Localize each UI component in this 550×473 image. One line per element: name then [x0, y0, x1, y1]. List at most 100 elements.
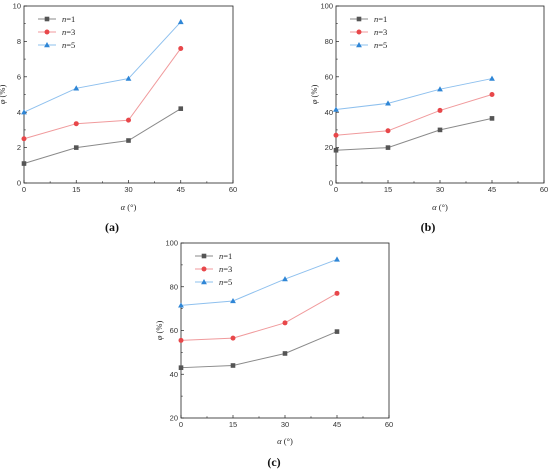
data-point-n3: [333, 132, 339, 138]
x-axis-label: α (°): [121, 202, 137, 212]
y-tick-label: 0: [329, 179, 333, 188]
y-tick-label: 40: [170, 370, 178, 379]
x-tick-label: 15: [384, 185, 392, 194]
data-point-n3: [282, 320, 288, 326]
data-point-n5: [125, 75, 132, 81]
legend-marker-n5: [356, 42, 362, 48]
x-axis-label: α (°): [432, 202, 448, 212]
series-line-n1: [335, 117, 493, 151]
series-line-n5: [180, 258, 338, 306]
legend-label-n3: n=3: [374, 27, 387, 37]
series-line-n3: [335, 94, 493, 136]
chart-2: 0 15 30 45 60 0 20 40 60 80 100 α (°) φ (%) n=1 n=3 n=5…: [309, 2, 548, 234]
legend-marker-n3: [356, 29, 362, 35]
legend-marker-n3: [201, 266, 207, 272]
y-axis-label: φ (%): [154, 321, 164, 341]
legend-label-n1: n=1: [374, 14, 387, 24]
x-tick-label: 0: [22, 185, 26, 194]
data-point-n1: [178, 106, 184, 111]
x-tick-label: 45: [177, 185, 185, 194]
legend-marker-n3: [44, 29, 50, 35]
plot-frame: [335, 5, 545, 184]
series-line-n3: [23, 48, 182, 140]
data-point-n1: [333, 147, 339, 153]
data-point-n1: [385, 145, 391, 150]
legend-marker-n5: [44, 42, 50, 48]
data-point-n3: [73, 121, 79, 127]
y-tick-label: 100: [165, 239, 178, 248]
y-tick-label: 4: [17, 108, 21, 117]
data-point-n3: [21, 136, 27, 142]
data-point-n1: [334, 329, 340, 334]
x-tick-label: 30: [281, 420, 289, 429]
legend-marker-n1: [44, 16, 50, 22]
y-tick-label: 60: [170, 326, 178, 335]
series-line-n1: [23, 108, 182, 165]
chart-1: 0 15 30 45 60 0 2 4 6 8 10 α (°) φ (%) n=1 n=3 n=5 (a): [0, 2, 237, 234]
x-tick-label: 30: [436, 185, 444, 194]
y-tick-label: 20: [325, 143, 333, 152]
data-point-n1: [437, 127, 443, 133]
x-tick-label: 15: [229, 420, 237, 429]
legend-label-n1: n=1: [219, 251, 232, 261]
panel-label: (b): [421, 220, 436, 234]
legend-label-n3: n=3: [219, 264, 232, 274]
y-tick-label: 10: [13, 2, 21, 11]
data-point-n5: [437, 86, 443, 92]
legend-label-n5: n=5: [62, 40, 75, 50]
y-tick-label: 40: [325, 108, 333, 117]
data-point-n1: [73, 145, 79, 150]
data-point-n1: [178, 365, 184, 370]
data-point-n3: [178, 337, 184, 343]
data-point-n5: [489, 75, 495, 81]
series-line-n1: [180, 331, 338, 369]
data-point-n5: [333, 106, 339, 112]
y-tick-label: 60: [325, 72, 333, 81]
legend-label-n5: n=5: [374, 40, 387, 50]
data-point-n1: [282, 351, 288, 356]
legend-label-n1: n=1: [62, 14, 75, 24]
y-tick-label: 100: [320, 2, 333, 11]
x-tick-label: 45: [333, 420, 341, 429]
data-point-n3: [385, 128, 391, 134]
y-tick-label: 6: [17, 72, 21, 81]
legend-marker-n5: [201, 279, 207, 285]
x-tick-label: 0: [334, 185, 338, 194]
y-tick-label: 2: [17, 143, 21, 152]
data-point-n1: [230, 363, 236, 368]
x-tick-label: 30: [124, 185, 132, 194]
y-tick-label: 8: [17, 37, 21, 46]
data-point-n3: [334, 290, 340, 296]
y-tick-label: 80: [325, 37, 333, 46]
data-point-n5: [230, 297, 236, 304]
data-point-n5: [21, 109, 27, 115]
series-line-n3: [180, 292, 338, 341]
y-tick-label: 80: [170, 282, 178, 291]
x-axis-label: α (°): [277, 436, 293, 446]
data-point-n5: [385, 100, 391, 106]
y-tick-label: 20: [170, 414, 178, 423]
panel-label: (a): [105, 220, 119, 234]
data-point-n3: [489, 92, 495, 97]
data-point-n3: [178, 45, 184, 51]
legend-label-n3: n=3: [62, 27, 75, 37]
data-point-n3: [126, 117, 131, 123]
series-line-n5: [23, 21, 182, 113]
x-tick-label: 0: [179, 420, 183, 429]
data-point-n5: [178, 302, 184, 308]
x-tick-label: 60: [229, 185, 237, 194]
data-point-n3: [230, 335, 236, 341]
data-point-n5: [177, 18, 184, 25]
x-tick-label: 15: [72, 185, 80, 194]
data-point-n5: [334, 256, 340, 262]
x-tick-label: 60: [385, 420, 393, 429]
chart-3: 0 15 30 45 60 20 40 60 80 100 α (°) φ (%) n=1 n=3 n=5 (…: [154, 239, 393, 469]
data-point-n3: [437, 107, 443, 113]
series-line-n5: [335, 78, 493, 111]
y-axis-label: φ (%): [309, 85, 319, 105]
x-tick-label: 60: [540, 185, 548, 194]
data-point-n1: [126, 138, 131, 143]
legend-label-n5: n=5: [219, 277, 232, 287]
y-tick-label: 0: [17, 179, 21, 188]
